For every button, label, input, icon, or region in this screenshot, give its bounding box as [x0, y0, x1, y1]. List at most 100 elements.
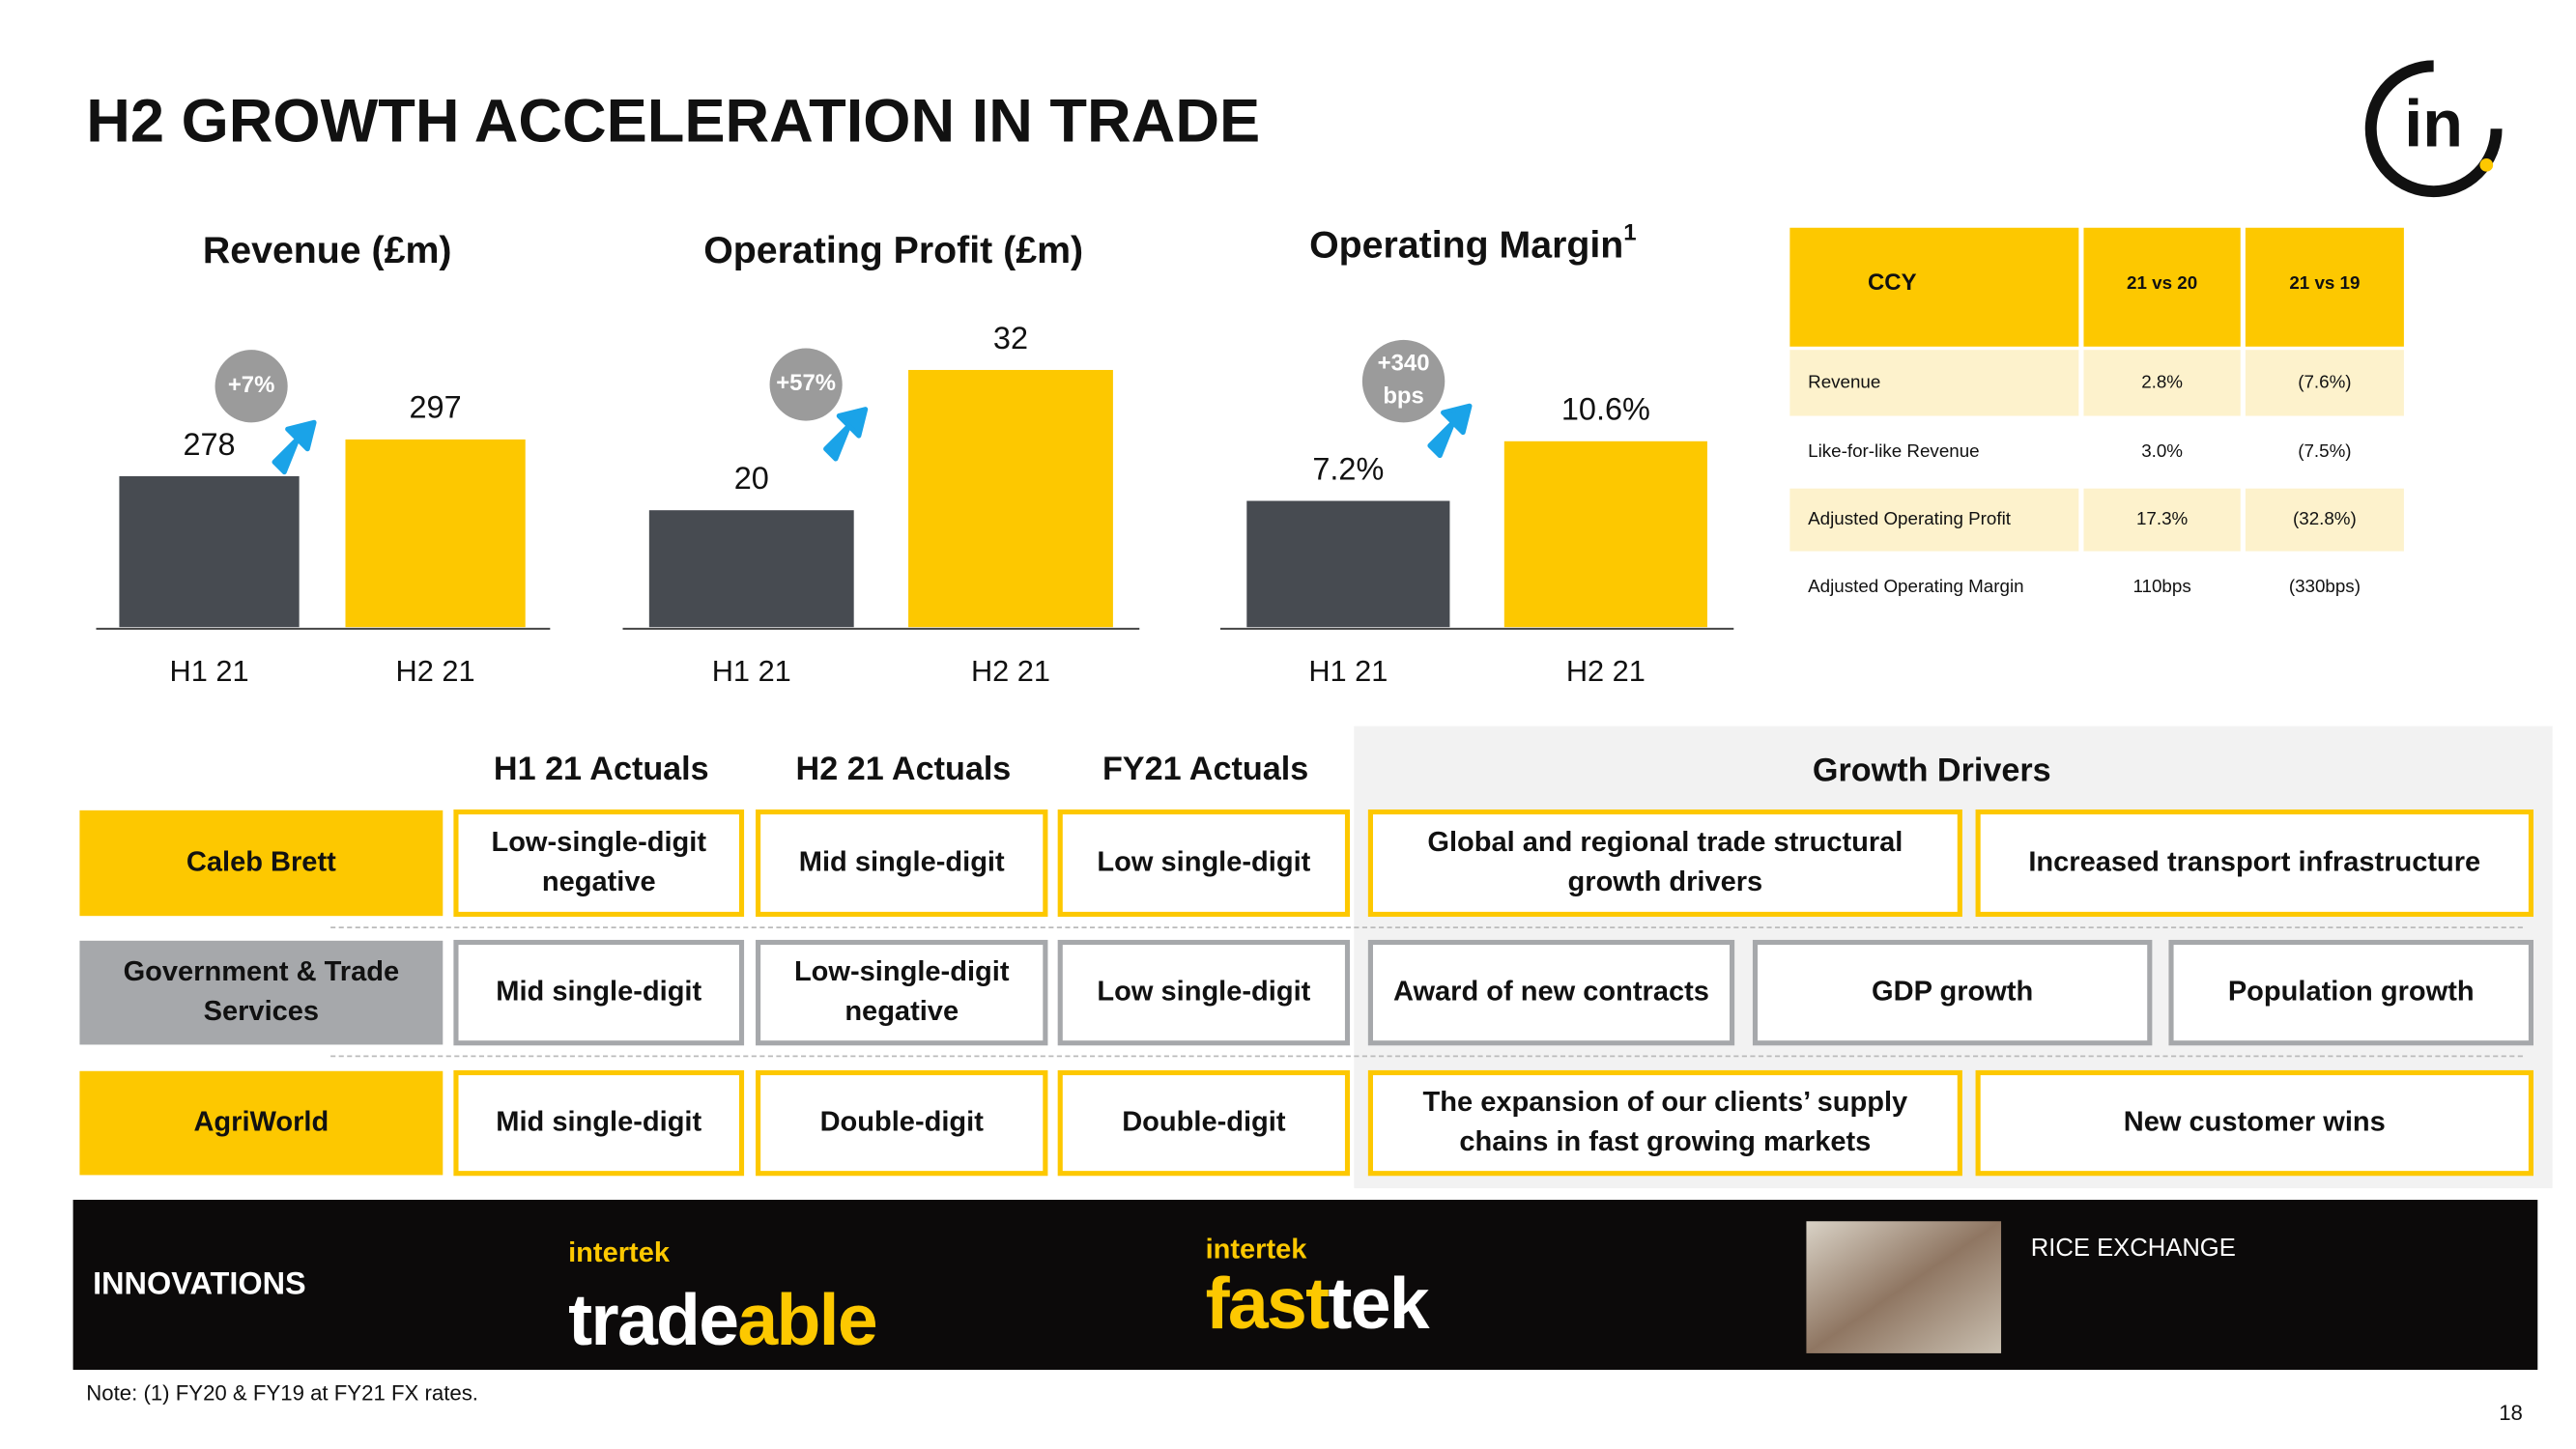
brand-name-part: able [737, 1279, 876, 1360]
brand-name: fasttek [1206, 1263, 1430, 1344]
brand-maker: intertek [568, 1237, 671, 1268]
brand-maker: intertek [1206, 1235, 1308, 1265]
segment-name: Government & Trade Services [124, 956, 400, 1027]
actual-value: Low single-digit [1097, 846, 1310, 877]
brand-name: tradeable [568, 1279, 876, 1360]
chart-title: Revenue (£m) [203, 229, 452, 271]
bar [345, 439, 526, 628]
table-text: 2.8% [2141, 371, 2183, 391]
logo-text: in [2404, 87, 2463, 160]
chart-title-superscript: 1 [1623, 220, 1636, 246]
actual-value: Double-digit [1122, 1106, 1286, 1137]
table-cell [2245, 350, 2404, 416]
driver-text: New customer wins [2124, 1106, 2386, 1137]
bar [648, 510, 854, 628]
chart-title: Operating Margin1 [1309, 220, 1636, 267]
logo-dot [2479, 158, 2494, 172]
category-label: H1 21 [1308, 654, 1388, 688]
change-badge [1361, 339, 1445, 423]
table-text: Like-for-like Revenue [1808, 440, 1979, 461]
drivers-title: Growth Drivers [1813, 753, 2051, 789]
category-label: H2 21 [1566, 654, 1646, 688]
change-arrow [272, 419, 317, 475]
driver-box [1367, 1069, 1962, 1177]
value-label: 32 [993, 321, 1028, 355]
driver-text: Increased transport infrastructure [2028, 846, 2480, 877]
column-header: H2 21 Actuals [796, 751, 1012, 787]
table-header-cell [2083, 227, 2241, 347]
rice-exchange-label: RICE EXCHANGE [2031, 1235, 2236, 1262]
footnote: Note: (1) FY20 & FY19 at FY21 FX rates. [86, 1380, 478, 1405]
change-badge-text: +57% [776, 370, 836, 396]
driver-box [1752, 939, 2153, 1046]
bar [119, 475, 300, 628]
table-header-cell [2245, 227, 2404, 347]
bar [1246, 500, 1450, 628]
table-cell [1789, 350, 2079, 416]
actual-box [1057, 939, 1351, 1046]
rice-image [1806, 1221, 2002, 1353]
table-header: 21 vs 20 [2127, 272, 2197, 293]
table-text: (32.8%) [2293, 508, 2357, 528]
change-badge-text: +7% [228, 372, 275, 398]
bar [908, 369, 1113, 628]
table-header: 21 vs 19 [2289, 272, 2360, 293]
logo-ring [2364, 60, 2503, 198]
table-cell [2245, 488, 2404, 552]
actual-box [1057, 809, 1351, 918]
category-label: H1 21 [712, 654, 791, 688]
actual-value: Double-digit [820, 1106, 985, 1137]
innovations-label: INNOVATIONS [93, 1265, 306, 1300]
table-text: Revenue [1808, 371, 1880, 391]
driver-box [1367, 939, 1735, 1046]
slide-title: H2 GROWTH ACCELERATION IN TRADE [86, 88, 1260, 156]
page-number: 18 [2499, 1401, 2523, 1425]
category-label: H2 21 [396, 654, 475, 688]
category-label: H2 21 [971, 654, 1050, 688]
table-text: 17.3% [2136, 508, 2189, 528]
actual-box [453, 1069, 745, 1177]
segment-box [79, 1070, 444, 1176]
change-badge-text: +340 bps [1378, 351, 1430, 410]
actual-box [756, 939, 1048, 1046]
logo: in [2364, 60, 2503, 198]
actual-value: Mid single-digit [496, 1106, 701, 1137]
table-text: 3.0% [2141, 440, 2183, 461]
driver-box [1975, 809, 2534, 918]
table-cell [1789, 488, 2079, 552]
actual-value: Low single-digit [1097, 976, 1310, 1007]
column-header: FY21 Actuals [1102, 751, 1308, 787]
actual-value: Low-single-digit negative [794, 956, 1010, 1027]
driver-text: Global and regional trade structural grow… [1427, 827, 1903, 897]
driver-text: Population growth [2228, 976, 2475, 1007]
value-label: 7.2% [1312, 451, 1384, 486]
change-badge [215, 350, 288, 423]
driver-text: Award of new contracts [1393, 976, 1709, 1007]
value-label: 278 [183, 427, 235, 462]
actual-box [756, 1069, 1048, 1177]
category-label: H1 21 [170, 654, 249, 688]
change-arrow [1427, 403, 1473, 459]
driver-box [2168, 939, 2534, 1046]
driver-box [1975, 1069, 2534, 1177]
chart-title-text: Operating Margin [1309, 224, 1623, 267]
actual-box [453, 939, 745, 1046]
table-header: CCY [1868, 270, 1917, 296]
table-header-cell [1789, 227, 2079, 347]
table-cell [2083, 488, 2241, 552]
actual-box [756, 809, 1048, 918]
value-label: 10.6% [1561, 392, 1650, 427]
actual-box [1057, 1069, 1351, 1177]
brand-name-part: tek [1328, 1263, 1429, 1344]
change-arrow [823, 407, 869, 462]
segment-name: AgriWorld [193, 1106, 329, 1137]
table-text: Adjusted Operating Profit [1808, 508, 2012, 528]
driver-text: GDP growth [1872, 976, 2033, 1007]
table-text: (7.6%) [2298, 371, 2351, 391]
innovations-bar [72, 1200, 2538, 1370]
change-badge [769, 348, 843, 421]
driver-text: The expansion of our clients’ supply chai… [1423, 1087, 1908, 1157]
bar [1503, 440, 1707, 628]
actual-box [453, 809, 745, 918]
